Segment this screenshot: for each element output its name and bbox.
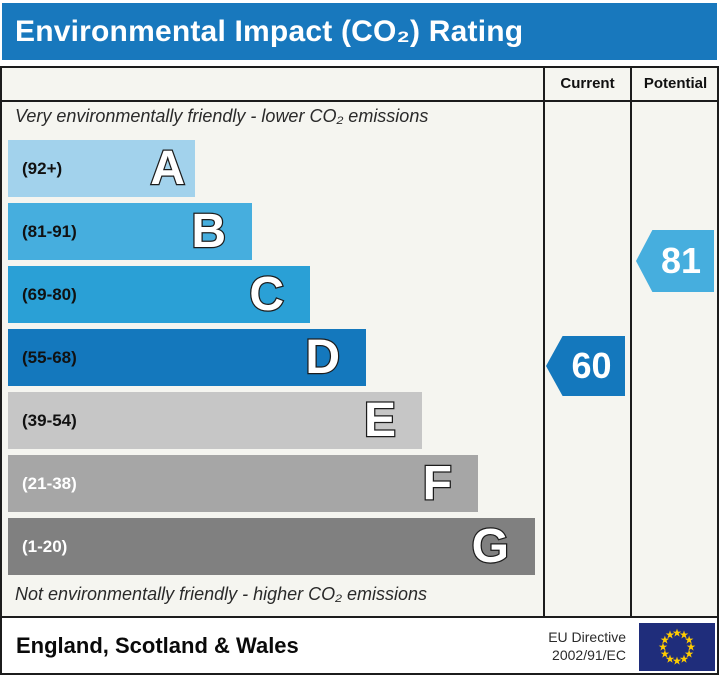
band-f: (21-38) F: [8, 455, 478, 512]
band-d: (55-68) D: [8, 329, 366, 386]
potential-column-header: Potential: [643, 74, 708, 92]
eu-flag-icon: [639, 623, 715, 671]
potential-column-divider: [630, 66, 632, 618]
band-a: (92+) A: [8, 140, 195, 197]
current-column-header: Current: [560, 74, 615, 92]
current-value: 60: [571, 345, 612, 386]
band-e: (39-54) E: [8, 392, 422, 449]
page-title: Environmental Impact (CO₂) Rating: [15, 14, 524, 48]
rating-bands: (92+) A (81-91) B (69-80) C (55-68) D (3…: [8, 140, 535, 581]
band-b: (81-91) B: [8, 203, 252, 260]
caption-bottom: Not environmentally friendly - higher CO…: [15, 584, 428, 604]
caption-top: Very environmentally friendly - lower CO…: [15, 106, 429, 126]
current-column-divider: [543, 66, 545, 618]
band-letter: A: [149, 141, 186, 195]
band-letter: B: [190, 204, 227, 258]
title-bar: Environmental Impact (CO₂) Rating: [2, 3, 717, 60]
eu-directive-line2: 2002/91/EC: [552, 646, 626, 663]
eu-directive-line1: EU Directive: [548, 628, 626, 645]
band-range: (1-20): [22, 536, 68, 556]
potential-value: 81: [660, 240, 702, 281]
band-letter: E: [363, 393, 398, 447]
band-letter: C: [248, 267, 285, 321]
potential-arrow: 81: [636, 230, 714, 292]
current-arrow: 60: [546, 336, 625, 396]
eu-directive-label: EU Directive 2002/91/EC: [548, 628, 626, 664]
band-range: (81-91): [22, 221, 77, 241]
band-g: (1-20) G: [8, 518, 535, 575]
band-letter: D: [304, 330, 341, 384]
band-range: (92+): [22, 158, 63, 178]
band-c: (69-80) C: [8, 266, 310, 323]
band-range: (55-68): [22, 347, 77, 367]
band-letter: G: [470, 519, 510, 573]
band-range: (21-38): [22, 473, 77, 493]
footer: England, Scotland & Wales EU Directive 2…: [0, 616, 719, 675]
band-letter: F: [421, 456, 453, 510]
band-range: (69-80): [22, 284, 77, 304]
band-range: (39-54): [22, 410, 77, 430]
region-label: England, Scotland & Wales: [16, 632, 299, 658]
header-underline: [0, 100, 719, 102]
